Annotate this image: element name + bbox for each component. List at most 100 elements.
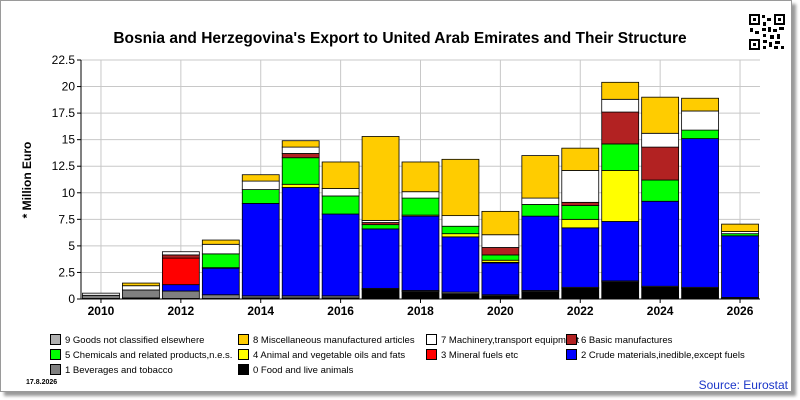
x-tick-label: 2024: [647, 304, 674, 318]
legend-item: 0 Food and live animals: [238, 364, 353, 376]
bar-segment: [321, 161, 360, 189]
bar-segment: [641, 200, 680, 287]
bar-segment: [281, 140, 320, 148]
bar-segment: [481, 254, 520, 261]
bar-segment: [401, 215, 440, 291]
bar-segment: [401, 161, 440, 193]
y-tick-label: 17.5: [52, 106, 76, 120]
bar-segment: [481, 210, 520, 236]
bar-segment: [641, 96, 680, 134]
bar-segment: [201, 239, 240, 245]
source-label: Source: Eurostat: [698, 378, 788, 392]
legend-swatch: [566, 349, 577, 360]
qr-code-icon: [748, 13, 786, 51]
legend-label: 2 Crude materials,inedible,except fuels: [581, 350, 745, 361]
legend-item: 1 Beverages and tobacco: [50, 364, 173, 376]
bar-segment: [561, 147, 600, 171]
bar-segment: [481, 247, 520, 256]
legend-swatch: [238, 364, 249, 375]
bar-segment: [122, 282, 160, 287]
bar-segment: [561, 205, 600, 220]
y-tick-label: 20: [62, 80, 76, 94]
y-tick-label: 10: [62, 186, 76, 200]
bar-segment: [241, 180, 280, 190]
bar-segment: [122, 289, 160, 299]
bar-segment: [161, 257, 200, 286]
legend-label: 5 Chemicals and related products,n.e.s.: [65, 350, 233, 361]
bar-segment: [601, 111, 640, 145]
bar-segment: [321, 188, 360, 197]
bar-segment: [441, 215, 480, 227]
bar-segment: [241, 202, 280, 297]
y-tick-label: 15: [62, 133, 76, 147]
bar-segment: [721, 235, 759, 298]
bar-segment: [281, 153, 320, 159]
y-tick-label: 5: [68, 239, 75, 253]
legend-item: 7 Machinery,transport equipment: [426, 334, 579, 346]
bar-segment: [641, 179, 680, 202]
bar-segment: [681, 129, 719, 140]
bar-segment: [681, 287, 719, 300]
chart-title: Bosnia and Herzegovina's Export to Unite…: [113, 30, 687, 47]
x-tick-label: 2018: [407, 304, 434, 318]
bar-segment: [561, 227, 600, 288]
bar-segment: [601, 98, 640, 113]
legend-item: 2 Crude materials,inedible,except fuels: [566, 349, 745, 361]
bar-segment: [641, 286, 680, 300]
bar-segment: [641, 146, 680, 181]
bar-segment: [122, 285, 160, 291]
legend-item: 3 Mineral fuels etc: [426, 349, 518, 361]
bar-segment: [441, 225, 480, 235]
bar-segment: [281, 183, 320, 188]
bar-segment: [561, 170, 600, 203]
bar-segment: [601, 221, 640, 282]
bar-segment: [201, 267, 240, 296]
bar-segment: [521, 155, 560, 199]
legend-label: 6 Basic manufactures: [581, 335, 673, 346]
legend-item: 6 Basic manufactures: [566, 334, 672, 346]
legend-label: 0 Food and live animals: [253, 365, 354, 376]
y-tick-label: 22.5: [52, 53, 76, 67]
y-tick-label: 12.5: [52, 159, 76, 173]
bar-segment: [241, 174, 280, 182]
bar-segment: [241, 189, 280, 204]
y-tick-label: 0: [68, 292, 75, 306]
bar-segment: [441, 236, 480, 293]
bar-segment: [281, 187, 320, 297]
legend-label: 3 Mineral fuels etc: [441, 350, 519, 361]
x-tick-label: 2014: [247, 304, 274, 318]
bar-segment: [361, 136, 400, 221]
x-tick-label: 2010: [88, 304, 115, 318]
bar-segment: [441, 158, 480, 217]
bar-segment: [561, 287, 600, 300]
bar-segment: [401, 191, 440, 199]
legend-label: 1 Beverages and tobacco: [65, 365, 173, 376]
legend-swatch: [238, 334, 249, 345]
bar-segment: [321, 195, 360, 215]
legend-item: 5 Chemicals and related products,n.e.s.: [50, 349, 232, 361]
legend-label: 8 Miscellaneous manufactured articles: [253, 335, 415, 346]
bar-segment: [681, 97, 719, 112]
x-tick-label: 2020: [487, 304, 514, 318]
bar-segment: [561, 218, 600, 229]
legend-item: 8 Miscellaneous manufactured articles: [238, 334, 415, 346]
bar-segment: [681, 138, 719, 288]
legend-label: 9 Goods not classified elsewhere: [65, 335, 205, 346]
legend-item: 4 Animal and vegetable oils and fats: [238, 349, 405, 361]
bar-segment: [201, 243, 240, 255]
bar-segment: [681, 110, 719, 131]
bar-segment: [401, 197, 440, 216]
bar-segment: [441, 293, 480, 300]
bar-segment: [521, 197, 560, 205]
y-tick-label: 2.5: [58, 265, 75, 279]
bar-segment: [161, 290, 200, 299]
bar-segment: [601, 281, 640, 300]
x-tick-label: 2016: [327, 304, 354, 318]
bar-segment: [201, 294, 240, 299]
bar-segment: [441, 233, 480, 238]
bar-segment: [361, 228, 400, 289]
bar-segment: [521, 215, 560, 291]
bar-segment: [601, 170, 640, 222]
date-stamp: 17.8.2026: [26, 379, 58, 386]
